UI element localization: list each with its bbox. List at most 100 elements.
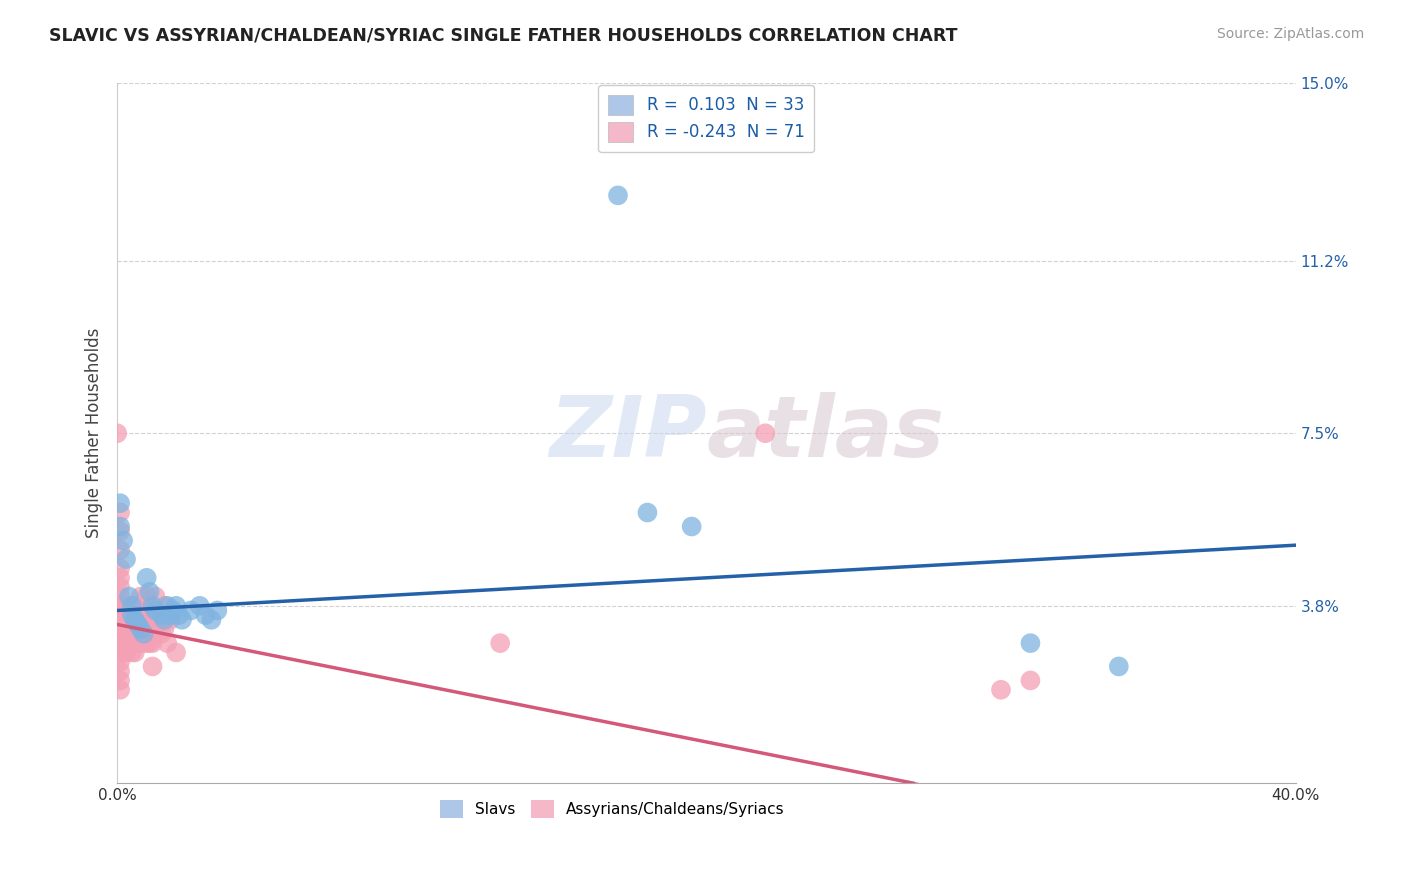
Point: [108, 664, 131, 678]
Point: [108, 590, 131, 604]
Point: [112, 599, 135, 613]
Point: [159, 608, 181, 623]
Point: [108, 627, 131, 641]
Point: [112, 617, 135, 632]
Text: ZIP: ZIP: [548, 392, 706, 475]
Point: [129, 590, 152, 604]
Point: [141, 659, 163, 673]
Point: [145, 622, 167, 636]
Point: [115, 617, 138, 632]
Point: [754, 426, 776, 441]
Point: [112, 627, 135, 641]
Point: [148, 613, 170, 627]
Point: [115, 552, 138, 566]
Point: [112, 608, 135, 623]
Point: [141, 599, 163, 613]
Point: [124, 613, 146, 627]
Text: Source: ZipAtlas.com: Source: ZipAtlas.com: [1216, 27, 1364, 41]
Point: [108, 655, 131, 669]
Point: [156, 599, 179, 613]
Point: [127, 617, 149, 632]
Point: [115, 627, 138, 641]
Point: [121, 636, 143, 650]
Point: [124, 645, 146, 659]
Point: [108, 599, 131, 613]
Point: [118, 636, 141, 650]
Point: [150, 608, 173, 623]
Point: [489, 636, 512, 650]
Point: [156, 636, 179, 650]
Point: [121, 645, 143, 659]
Point: [108, 561, 131, 575]
Point: [165, 599, 187, 613]
Point: [129, 636, 152, 650]
Point: [112, 645, 135, 659]
Point: [112, 636, 135, 650]
Point: [108, 636, 131, 650]
Point: [132, 622, 155, 636]
Point: [990, 682, 1012, 697]
Point: [138, 636, 160, 650]
Point: [108, 524, 131, 538]
Point: [150, 627, 173, 641]
Point: [153, 599, 176, 613]
Point: [108, 645, 131, 659]
Point: [108, 571, 131, 585]
Point: [138, 608, 160, 623]
Point: [115, 636, 138, 650]
Point: [108, 519, 131, 533]
Point: [135, 613, 157, 627]
Point: [170, 613, 193, 627]
Y-axis label: Single Father Households: Single Father Households: [86, 328, 103, 539]
Point: [138, 584, 160, 599]
Point: [135, 571, 157, 585]
Point: [108, 542, 131, 557]
Point: [129, 608, 152, 623]
Point: [194, 608, 217, 623]
Legend: Slavs, Assyrians/Chaldeans/Syriacs: Slavs, Assyrians/Chaldeans/Syriacs: [433, 794, 790, 824]
Point: [1019, 673, 1042, 688]
Point: [153, 622, 176, 636]
Point: [118, 590, 141, 604]
Point: [1108, 659, 1130, 673]
Point: [145, 603, 167, 617]
Point: [108, 682, 131, 697]
Point: [108, 673, 131, 688]
Point: [159, 613, 181, 627]
Point: [162, 603, 184, 617]
Point: [115, 608, 138, 623]
Point: [108, 608, 131, 623]
Point: [167, 608, 190, 623]
Point: [141, 613, 163, 627]
Point: [207, 603, 229, 617]
Text: atlas: atlas: [706, 392, 945, 475]
Point: [127, 599, 149, 613]
Point: [124, 599, 146, 613]
Point: [153, 613, 176, 627]
Point: [115, 645, 138, 659]
Point: [135, 590, 157, 604]
Point: [165, 645, 187, 659]
Point: [141, 636, 163, 650]
Point: [105, 426, 128, 441]
Text: SLAVIC VS ASSYRIAN/CHALDEAN/SYRIAC SINGLE FATHER HOUSEHOLDS CORRELATION CHART: SLAVIC VS ASSYRIAN/CHALDEAN/SYRIAC SINGL…: [49, 27, 957, 45]
Point: [132, 627, 155, 641]
Point: [1019, 636, 1042, 650]
Point: [135, 636, 157, 650]
Point: [124, 627, 146, 641]
Point: [108, 617, 131, 632]
Point: [607, 188, 630, 202]
Point: [108, 496, 131, 510]
Point: [180, 603, 202, 617]
Point: [681, 519, 703, 533]
Point: [108, 580, 131, 594]
Point: [121, 608, 143, 623]
Point: [112, 533, 135, 548]
Point: [118, 613, 141, 627]
Point: [188, 599, 211, 613]
Point: [129, 622, 152, 636]
Point: [121, 627, 143, 641]
Point: [121, 613, 143, 627]
Point: [108, 506, 131, 520]
Point: [127, 613, 149, 627]
